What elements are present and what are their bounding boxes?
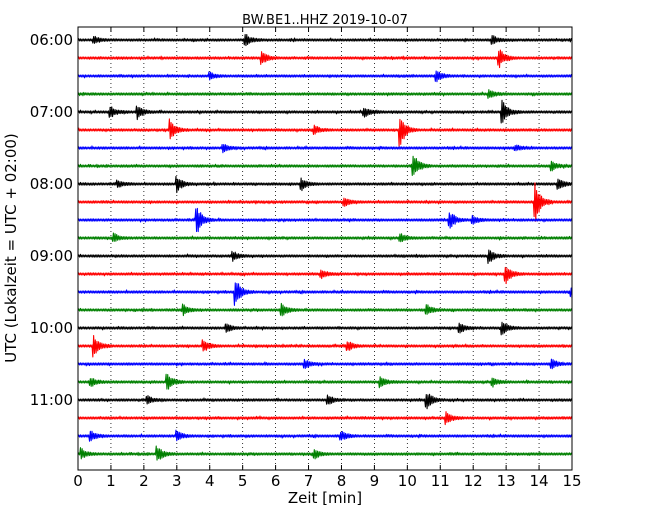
x-tick-label: 3: [172, 472, 182, 490]
x-tick-label: 12: [464, 472, 483, 490]
trace-0615: [77, 49, 573, 69]
y-tick-label: 06:00: [30, 31, 73, 49]
trace-1115: [77, 411, 573, 426]
trace-0900: [77, 249, 573, 264]
x-tick-label: 9: [370, 472, 380, 490]
x-axis-label: Zeit [min]: [288, 489, 362, 507]
seismic-traces: [77, 33, 573, 461]
trace-0930: [77, 282, 573, 306]
trace-0700: [77, 99, 573, 124]
x-tick-label: 4: [205, 472, 215, 490]
y-tick-label: 08:00: [30, 175, 73, 193]
y-tick-label: 11:00: [30, 391, 73, 409]
trace-0915: [77, 266, 573, 285]
trace-0645: [77, 89, 573, 99]
chart-title: BW.BE1..HHZ 2019-10-07: [242, 13, 408, 28]
trace-0730: [77, 144, 573, 154]
trace-0845: [77, 232, 573, 243]
y-tick-label: 09:00: [30, 247, 73, 265]
trace-1130: [77, 429, 573, 442]
x-tick-label: 0: [73, 472, 83, 490]
trace-0745: [77, 155, 573, 177]
trace-0815: [77, 182, 573, 222]
x-tick-label: 8: [337, 472, 347, 490]
x-tick-label: 10: [398, 472, 417, 490]
trace-0830: [77, 207, 573, 233]
trace-1145: [77, 445, 573, 461]
y-tick-label: 07:00: [30, 103, 73, 121]
trace-1000: [77, 321, 573, 336]
x-tick-label: 15: [562, 472, 581, 490]
x-tick-label: 6: [271, 472, 281, 490]
x-tick-label: 1: [106, 472, 116, 490]
x-tick-label: 14: [530, 472, 549, 490]
trace-0600: [77, 33, 573, 47]
x-axis-ticks: 0 1 2 3 4 5 6 7 8 9 10 11 12 13 14 15: [73, 27, 582, 490]
y-tick-label: 10:00: [30, 319, 73, 337]
x-tick-label: 2: [139, 472, 149, 490]
plot-frame: [77, 26, 573, 471]
y-axis-ticks: 06:00 07:00 08:00 09:00 10:00 11:00: [30, 31, 572, 409]
x-tick-label: 11: [431, 472, 450, 490]
trace-1015: [77, 334, 573, 358]
trace-0800: [77, 175, 573, 194]
trace-0630: [77, 70, 573, 83]
x-tick-label: 13: [497, 472, 516, 490]
trace-1045: [77, 373, 573, 390]
trace-0715: [77, 118, 573, 147]
y-axis-label: UTC (Lokalzeit = UTC + 02:00): [2, 133, 20, 363]
trace-1030: [77, 358, 573, 370]
x-tick-label: 5: [238, 472, 248, 490]
x-tick-label: 7: [304, 472, 314, 490]
trace-0945: [77, 302, 573, 317]
trace-1100: [77, 393, 573, 410]
